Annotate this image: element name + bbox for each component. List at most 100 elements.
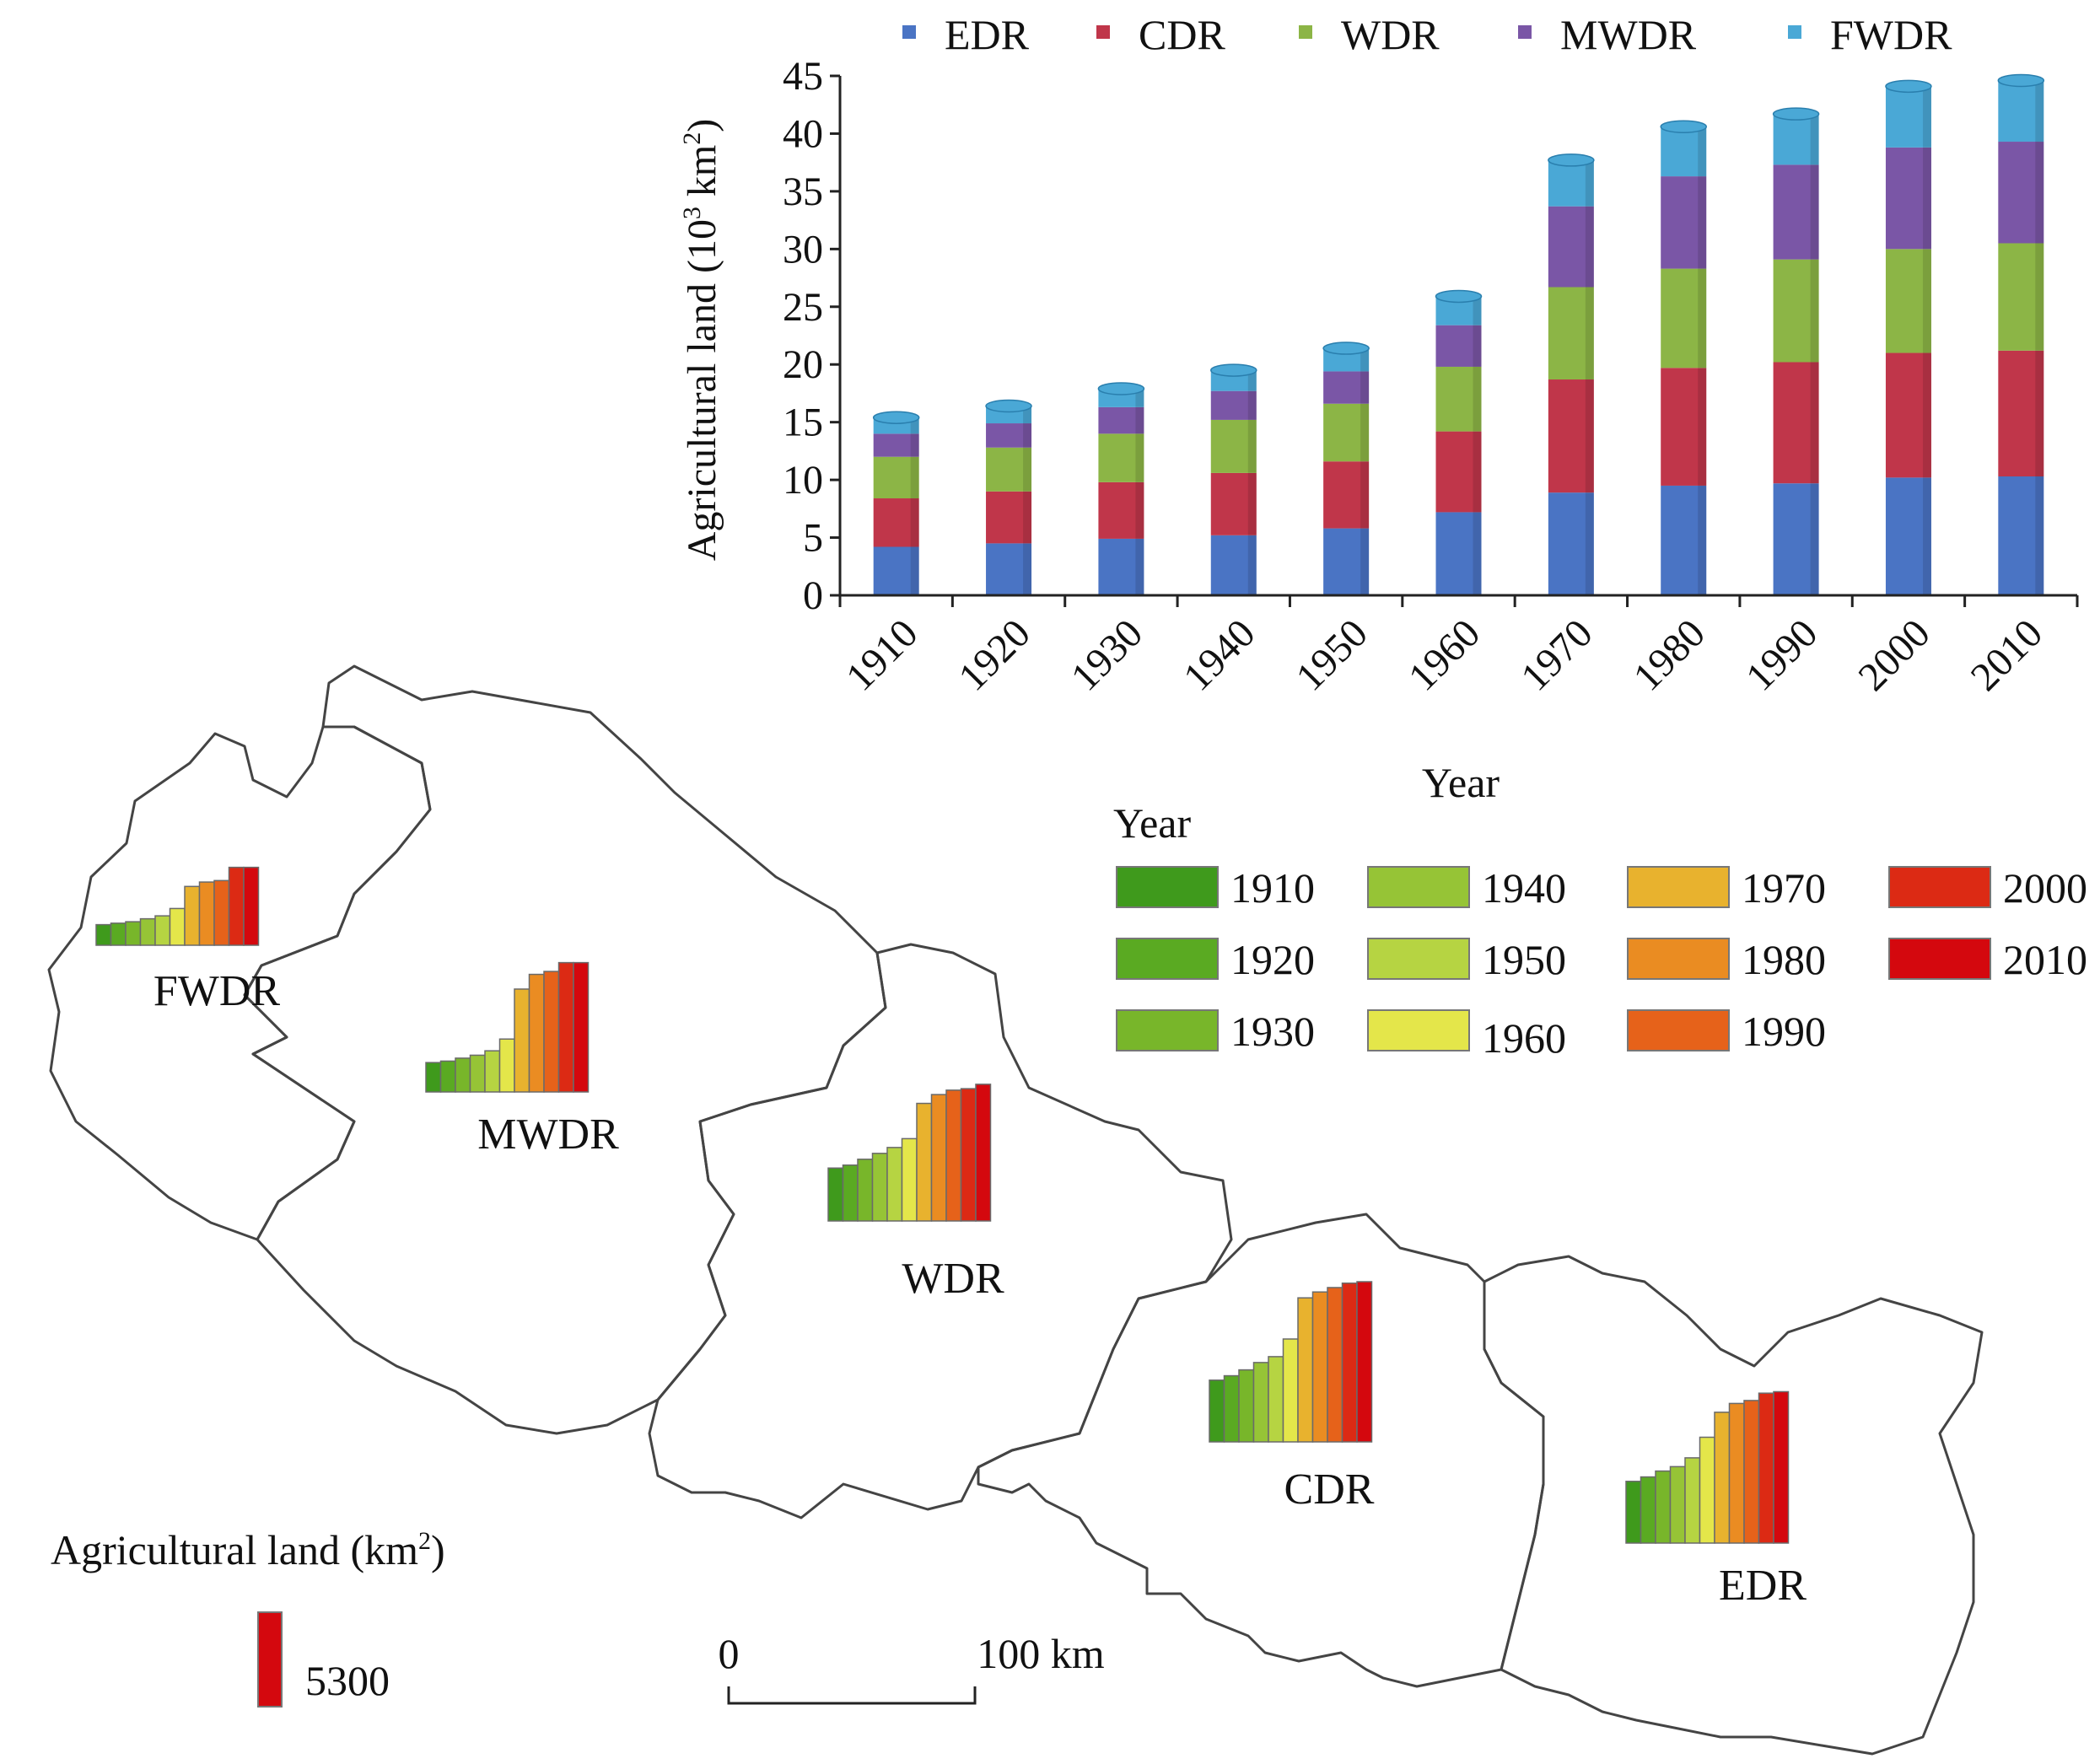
- bar-segment-wdr: [1435, 366, 1482, 432]
- bar-segment-cdr: [1210, 472, 1257, 535]
- year-legend-swatch: [1116, 866, 1219, 908]
- bar-segment-edr: [873, 546, 919, 595]
- x-tick-label: 1970: [1512, 610, 1601, 699]
- bar-segment-shade: [2035, 142, 2044, 244]
- mini-bar-mwdr: [484, 1050, 501, 1093]
- legend-swatch-wdr: [1299, 25, 1312, 39]
- mini-bar-cdr: [1341, 1282, 1358, 1443]
- legend-swatch-mwdr: [1518, 25, 1532, 39]
- bar-segment-shade: [1585, 159, 1594, 207]
- bar-segment-shade: [1585, 492, 1594, 595]
- bar-segment-shade: [1135, 433, 1144, 482]
- scale-bar-end-label: 100 km: [977, 1630, 1105, 1677]
- year-legend-label: 1940: [1482, 864, 1566, 912]
- year-legend-label: 1930: [1230, 1008, 1315, 1055]
- map: FWDR MWDR WDR CDR EDR: [47, 664, 1984, 1756]
- mini-bar-mwdr: [439, 1060, 456, 1093]
- bar-segment-shade: [2035, 243, 2044, 351]
- region-label-fwdr: FWDR: [153, 967, 281, 1015]
- stacked-bar-chart: EDR CDR WDR MWDR FWDR 0 5 10 15 20 25 30 35 40 45 1910…: [678, 11, 2079, 806]
- bar-segment-cdr: [1998, 350, 2044, 477]
- bar-segment-fwdr: [1885, 86, 1931, 148]
- mini-bar-wdr: [901, 1137, 918, 1222]
- bar-segment-shade: [1810, 362, 1819, 484]
- year-legend-swatch: [1627, 866, 1730, 908]
- mini-bar-fwdr: [110, 922, 127, 946]
- year-legend-swatch: [1627, 1009, 1730, 1051]
- mini-bar-fwdr: [125, 921, 142, 946]
- bar-segment-cdr: [1323, 461, 1370, 529]
- mini-bar-fwdr: [184, 885, 201, 946]
- mini-bar-edr: [1655, 1470, 1672, 1544]
- region-label-cdr: CDR: [1284, 1466, 1375, 1514]
- mini-bar-mwdr: [425, 1062, 442, 1093]
- bar-segment-shade: [1023, 406, 1032, 424]
- chart-bars: [872, 73, 2045, 595]
- mini-bar-wdr: [916, 1102, 933, 1222]
- bar-segment-wdr: [1323, 403, 1370, 462]
- y-tick-label: 0: [803, 573, 823, 618]
- mini-bar-cdr: [1252, 1362, 1269, 1443]
- bar-segment-shade: [1698, 268, 1707, 368]
- mini-bar-cdr: [1327, 1287, 1343, 1443]
- bar-segment-cdr: [986, 491, 1032, 544]
- mini-bar-wdr: [871, 1153, 888, 1222]
- region-boundary-cdr: [977, 1213, 1545, 1688]
- scale-bar-line: [727, 1686, 977, 1705]
- mini-bar-fwdr: [154, 915, 171, 946]
- y-axis-label-sup: 3: [678, 207, 706, 219]
- bar-segment-shade: [1810, 259, 1819, 363]
- bar-segment-shade: [1360, 371, 1370, 404]
- mini-bar-mwdr: [528, 973, 545, 1093]
- region-label-wdr: WDR: [902, 1255, 1004, 1303]
- bar-cap: [1885, 79, 1932, 94]
- y-tick-label: 10: [783, 458, 823, 503]
- bar-segment-shade: [1922, 86, 1931, 148]
- mini-bar-cdr: [1356, 1281, 1373, 1443]
- x-axis-label: Year: [1422, 759, 1500, 806]
- bar-segment-shade: [1023, 543, 1032, 595]
- bar-segment-cdr: [1098, 481, 1144, 539]
- bar-segment-cdr: [873, 498, 919, 547]
- bar-segment-cdr: [1885, 352, 1931, 478]
- mini-bar-mwdr: [573, 961, 590, 1093]
- bar-segment-shade: [1360, 403, 1370, 462]
- bar-segment-shade: [1922, 352, 1931, 478]
- y-tick-label: 40: [783, 111, 823, 156]
- bar-segment-fwdr: [1773, 114, 1819, 165]
- bar-segment-shade: [2035, 80, 2044, 143]
- year-legend-swatch: [1367, 938, 1470, 980]
- y-axis-label: Agricultural land (103 km2): [678, 119, 724, 562]
- bar-segment-shade: [1135, 481, 1144, 539]
- bar-segment-shade: [1810, 164, 1819, 260]
- mini-bar-wdr: [930, 1094, 947, 1222]
- mini-bar-mwdr: [455, 1057, 471, 1093]
- bar-segment-mwdr: [986, 423, 1032, 448]
- mini-bar-fwdr: [243, 866, 260, 946]
- bar-segment-shade: [910, 456, 919, 499]
- x-tick-label: 1940: [1175, 610, 1263, 699]
- mini-bar-edr: [1684, 1457, 1701, 1544]
- bar-segment-shade: [910, 433, 919, 457]
- scale-bar: 0 100 km: [719, 1630, 1105, 1705]
- year-legend-swatch: [1888, 938, 1991, 980]
- mini-bar-fwdr: [95, 923, 112, 946]
- size-legend-bar: [257, 1611, 283, 1708]
- year-legend-items: 1910 1920 1930 1940 1950 1960 1970 1980 1990 2000…: [1116, 864, 2087, 1062]
- bar-segment-mwdr: [873, 433, 919, 457]
- bar-cap: [1435, 289, 1483, 304]
- mini-bar-edr: [1640, 1476, 1656, 1544]
- year-legend-label: 1960: [1482, 1014, 1566, 1062]
- mini-bar-cdr: [1238, 1369, 1255, 1443]
- bar-segment-mwdr: [1661, 176, 1707, 269]
- size-legend-title-main: Agricultural land (km: [51, 1526, 418, 1573]
- year-legend-swatch: [1888, 866, 1991, 908]
- size-legend-title: Agricultural land (km2): [51, 1526, 445, 1573]
- bar-segment-shade: [1023, 423, 1032, 448]
- bar-segment-shade: [1360, 461, 1370, 529]
- bar-segment-wdr: [1210, 419, 1257, 473]
- bar-segment-shade: [1922, 249, 1931, 353]
- mini-bar-wdr: [975, 1084, 992, 1222]
- mini-bar-wdr: [886, 1147, 903, 1222]
- y-tick-label: 15: [783, 401, 823, 445]
